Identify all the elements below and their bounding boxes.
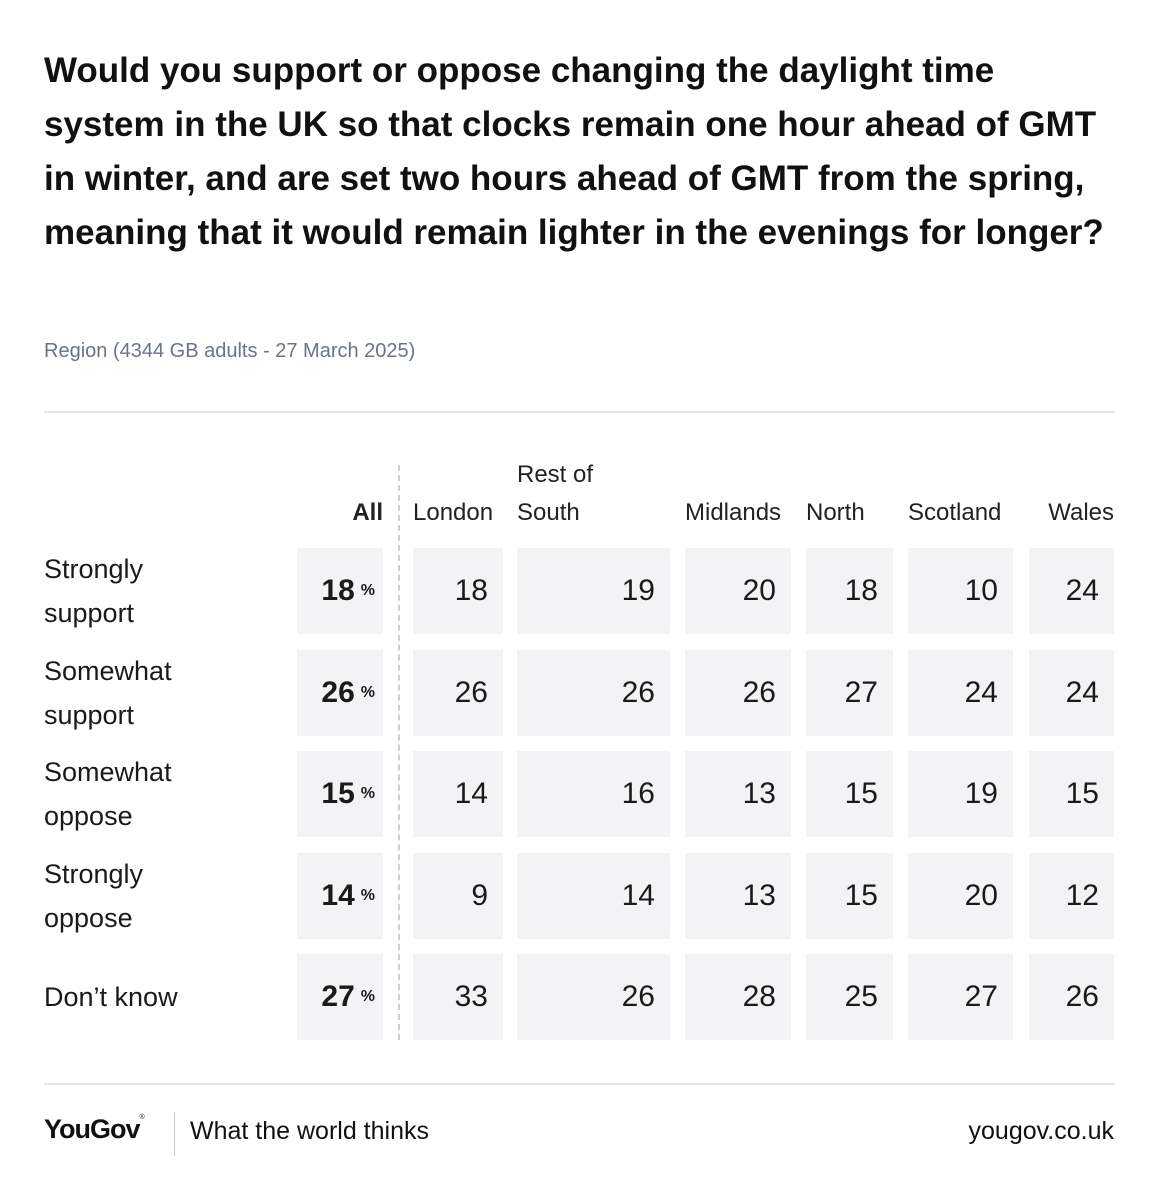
footer-divider (44, 1083, 1115, 1085)
value-cell: 33 (413, 954, 503, 1040)
cell-value: 26 (742, 675, 776, 709)
column-header-all: All (352, 499, 383, 526)
all-column-divider (398, 465, 400, 1040)
cell-value: 24 (964, 675, 998, 709)
row-label: Don’t know (44, 982, 178, 1012)
value-cell: 15 (1029, 751, 1114, 837)
value-cell: 19 (908, 751, 1013, 837)
value-cell: 18 (413, 548, 503, 634)
chart-title: Would you support or oppose changing the… (44, 51, 1104, 252)
column-header-london: London (413, 499, 494, 526)
cell-value: 14 (454, 777, 488, 810)
cell-value: 18 (844, 574, 878, 607)
cell-value: 13 (742, 777, 776, 810)
percent-sign: % (360, 582, 375, 599)
value-cell: 28 (685, 954, 791, 1040)
row-label: Somewhat oppose (44, 757, 172, 831)
cell-value: 15 (844, 777, 878, 810)
chart-subtitle: Region (4344 GB adults - 27 March 2025) (44, 340, 416, 362)
total-value-cell: 27% (297, 954, 383, 1040)
value-cell: 15 (806, 751, 893, 837)
percent-sign: % (360, 785, 375, 802)
value-cell: 24 (1029, 649, 1114, 736)
percent-sign: % (360, 886, 375, 904)
percent-sign: % (360, 683, 375, 701)
header-divider (44, 411, 1115, 413)
cell-value: 33 (454, 980, 488, 1013)
cell-value: 26 (1065, 980, 1099, 1013)
value-cell: 14 (517, 852, 670, 939)
cell-value: 26 (321, 675, 355, 709)
value-cell: 24 (908, 649, 1013, 736)
cell-value: 27 (321, 980, 355, 1013)
value-cell: 13 (685, 751, 791, 837)
footer-url[interactable]: yougov.co.uk (968, 1117, 1114, 1145)
cell-value: 20 (742, 574, 776, 607)
cell-value: 18 (454, 574, 488, 607)
cell-value: 19 (621, 574, 655, 607)
value-cell: 27 (908, 954, 1013, 1040)
cell-value: 20 (964, 878, 998, 912)
value-cell: 26 (685, 649, 791, 736)
cell-value: 28 (742, 980, 776, 1013)
value-cell: 26 (1029, 954, 1114, 1040)
value-cell: 13 (685, 852, 791, 939)
cell-value: 19 (964, 777, 998, 810)
value-cell: 19 (517, 548, 670, 634)
value-cell: 24 (1029, 548, 1114, 634)
cell-value: 26 (621, 675, 655, 709)
cell-value: 15 (1065, 777, 1099, 810)
cell-value: 14 (321, 878, 355, 912)
cell-value: 24 (1065, 675, 1099, 709)
column-header-rest-of-south: Rest of South (517, 461, 594, 526)
cell-value: 12 (1065, 878, 1099, 912)
value-cell: 9 (413, 852, 503, 939)
column-header-wales: Wales (1048, 499, 1114, 526)
total-value-cell: 18% (297, 548, 383, 634)
total-value-cell: 14% (297, 852, 383, 939)
value-cell: 15 (806, 852, 893, 939)
value-cell: 26 (517, 954, 670, 1040)
footer-tagline: What the world thinks (190, 1117, 429, 1145)
value-cell: 18 (806, 548, 893, 634)
cell-value: 10 (964, 574, 998, 607)
cell-value: 25 (844, 980, 878, 1013)
cell-value: 27 (844, 675, 878, 709)
row-label: Somewhat support (44, 655, 172, 730)
value-cell: 10 (908, 548, 1013, 634)
cell-value: 14 (621, 878, 655, 912)
brand-name: YouGov (44, 1114, 141, 1144)
cell-value: 27 (964, 980, 998, 1013)
cell-value: 24 (1065, 574, 1099, 607)
cell-value: 26 (454, 675, 488, 709)
yougov-logo[interactable]: YouGov® (44, 1114, 145, 1145)
column-header-north: North (806, 499, 865, 526)
cell-value: 15 (321, 777, 355, 810)
percent-sign: % (360, 988, 375, 1005)
value-cell: 14 (413, 751, 503, 837)
value-cell: 27 (806, 649, 893, 736)
registered-mark: ® (139, 1114, 145, 1121)
footer-separator (174, 1112, 175, 1156)
cell-value: 18 (321, 574, 355, 607)
value-cell: 16 (517, 751, 670, 837)
row-label: Strongly oppose (44, 858, 144, 933)
column-header-scotland: Scotland (908, 499, 1002, 526)
cell-value: 13 (742, 878, 776, 912)
value-cell: 12 (1029, 852, 1114, 939)
cell-value: 15 (844, 878, 878, 912)
value-cell: 26 (413, 649, 503, 736)
column-header-midlands: Midlands (685, 499, 782, 526)
total-value-cell: 15% (297, 751, 383, 837)
cell-value: 26 (621, 980, 655, 1013)
cell-value: 9 (471, 878, 488, 912)
value-cell: 20 (908, 852, 1013, 939)
cell-value: 16 (621, 777, 655, 810)
total-value-cell: 26% (297, 649, 383, 736)
row-label: Strongly support (44, 554, 144, 628)
value-cell: 20 (685, 548, 791, 634)
value-cell: 26 (517, 649, 670, 736)
value-cell: 25 (806, 954, 893, 1040)
